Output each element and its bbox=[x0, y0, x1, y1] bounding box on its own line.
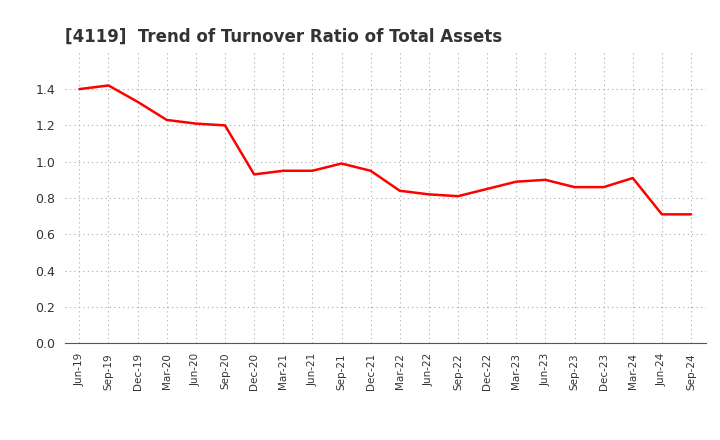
Text: [4119]  Trend of Turnover Ratio of Total Assets: [4119] Trend of Turnover Ratio of Total … bbox=[65, 28, 502, 46]
